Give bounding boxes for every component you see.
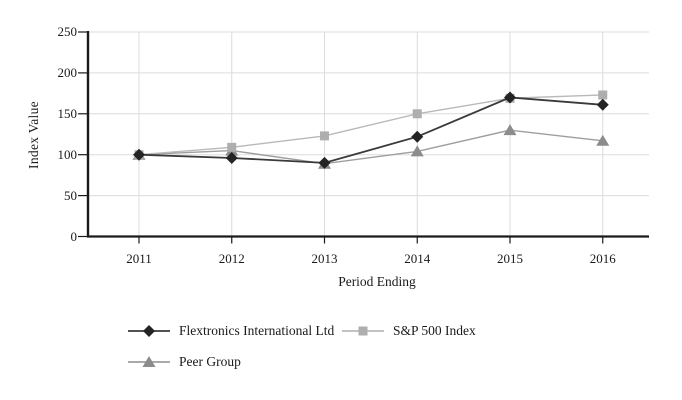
- data-point-square: [227, 142, 237, 152]
- x-tick-label: 2013: [311, 251, 338, 266]
- x-tick-label: 2012: [218, 251, 245, 266]
- x-tick-label: 2015: [497, 251, 523, 266]
- data-point-diamond: [411, 130, 424, 143]
- legend-marker-diamond-icon: [128, 324, 170, 338]
- data-point-square: [358, 326, 368, 336]
- x-tick-label: 2016: [589, 251, 616, 266]
- data-point-triangle: [142, 356, 156, 367]
- data-point-diamond: [504, 91, 516, 104]
- data-point-diamond: [596, 98, 609, 111]
- y-tick-label: 0: [70, 228, 78, 244]
- y-tick-label: 250: [57, 24, 78, 39]
- series-line-1: [138, 94, 603, 156]
- legend-marker-square-icon: [342, 324, 384, 338]
- legend-item-peer-group: Peer Group: [128, 354, 241, 370]
- data-point-diamond: [318, 156, 331, 169]
- legend-label-flextronics: Flextronics International Ltd: [179, 323, 335, 338]
- x-axis-title: Period Ending: [338, 274, 416, 289]
- data-point-triangle: [410, 145, 424, 157]
- data-point-triangle: [596, 134, 610, 146]
- data-point-square: [320, 131, 329, 141]
- data-point-diamond: [133, 148, 145, 161]
- y-tick-label: 150: [57, 105, 78, 121]
- x-tick-label: 2011: [126, 251, 152, 266]
- legend-item-flextronics: Flextronics International Ltd: [128, 323, 334, 339]
- y-tick-label: 200: [57, 64, 78, 80]
- legend-item-sp500: S&P 500 Index: [342, 323, 476, 339]
- y-tick-label: 50: [64, 187, 77, 203]
- legend-marker-triangle-icon: [128, 355, 170, 369]
- x-tick-label: 2014: [404, 251, 431, 266]
- data-point-diamond: [143, 325, 155, 337]
- series-line-2: [138, 129, 603, 165]
- data-point-square: [412, 109, 422, 119]
- series-line-0: [138, 96, 603, 164]
- data-point-diamond: [225, 151, 238, 164]
- legend-label-peer-group: Peer Group: [179, 354, 241, 369]
- legend-label-sp500: S&P 500 Index: [393, 323, 476, 338]
- y-tick-label: 100: [57, 146, 78, 162]
- data-point-triangle: [503, 124, 517, 136]
- data-point-square: [598, 90, 608, 100]
